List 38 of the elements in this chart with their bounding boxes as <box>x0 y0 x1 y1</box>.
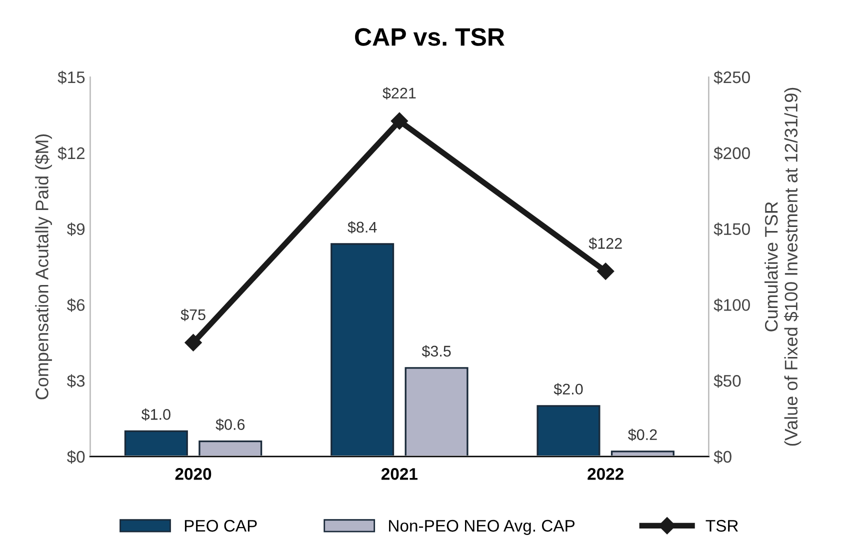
data-label: $75 <box>180 308 206 322</box>
data-label: $2.0 <box>554 383 583 396</box>
y-tick-label: $3 <box>66 374 85 388</box>
point <box>184 334 202 352</box>
bar <box>330 243 394 456</box>
bar <box>536 405 600 456</box>
y-tick-label: $9 <box>66 222 85 236</box>
y-tick-label: $12 <box>58 146 84 160</box>
y2-tick-label: $200 <box>714 146 750 160</box>
data-label: $0.6 <box>216 418 245 431</box>
data-label: $1.0 <box>141 408 170 421</box>
x-tick-label: 2020 <box>175 468 212 480</box>
legend-label: Non-PEO NEO Avg. CAP <box>389 520 575 535</box>
y2-tick-label: $250 <box>714 70 750 84</box>
bar <box>124 430 188 456</box>
y-tick-label: $15 <box>58 70 85 84</box>
x-tick-label: 2021 <box>381 468 418 480</box>
x-tick-label: 2022 <box>588 468 624 480</box>
y-axis-title: Compensation Acutally Paid ($M) <box>34 134 52 400</box>
data-label: $3.5 <box>422 345 451 358</box>
legend-label: PEO CAP <box>184 520 257 532</box>
point <box>390 112 408 130</box>
y-tick-label: $6 <box>66 298 85 312</box>
data-label: $8.4 <box>348 221 377 234</box>
y2-tick-label: $150 <box>714 222 750 236</box>
data-label: $122 <box>588 237 622 250</box>
y2-tick-label: $100 <box>714 298 750 312</box>
point <box>597 262 614 280</box>
data-label: $0.2 <box>628 428 657 441</box>
legend-label: TSR <box>706 520 738 532</box>
data-label: $221 <box>382 87 416 100</box>
y2-tick-label: $0 <box>714 450 732 464</box>
y2-tick-label: $50 <box>714 374 741 388</box>
y2-axis-title: Cumulative TSR (Value of Fixed $100 Investment at 12/31/19) <box>764 88 802 446</box>
y-tick-label: $0 <box>66 450 85 464</box>
chart-title: CAP vs. TSR <box>355 28 504 46</box>
bar <box>198 440 262 456</box>
bar <box>404 367 468 456</box>
